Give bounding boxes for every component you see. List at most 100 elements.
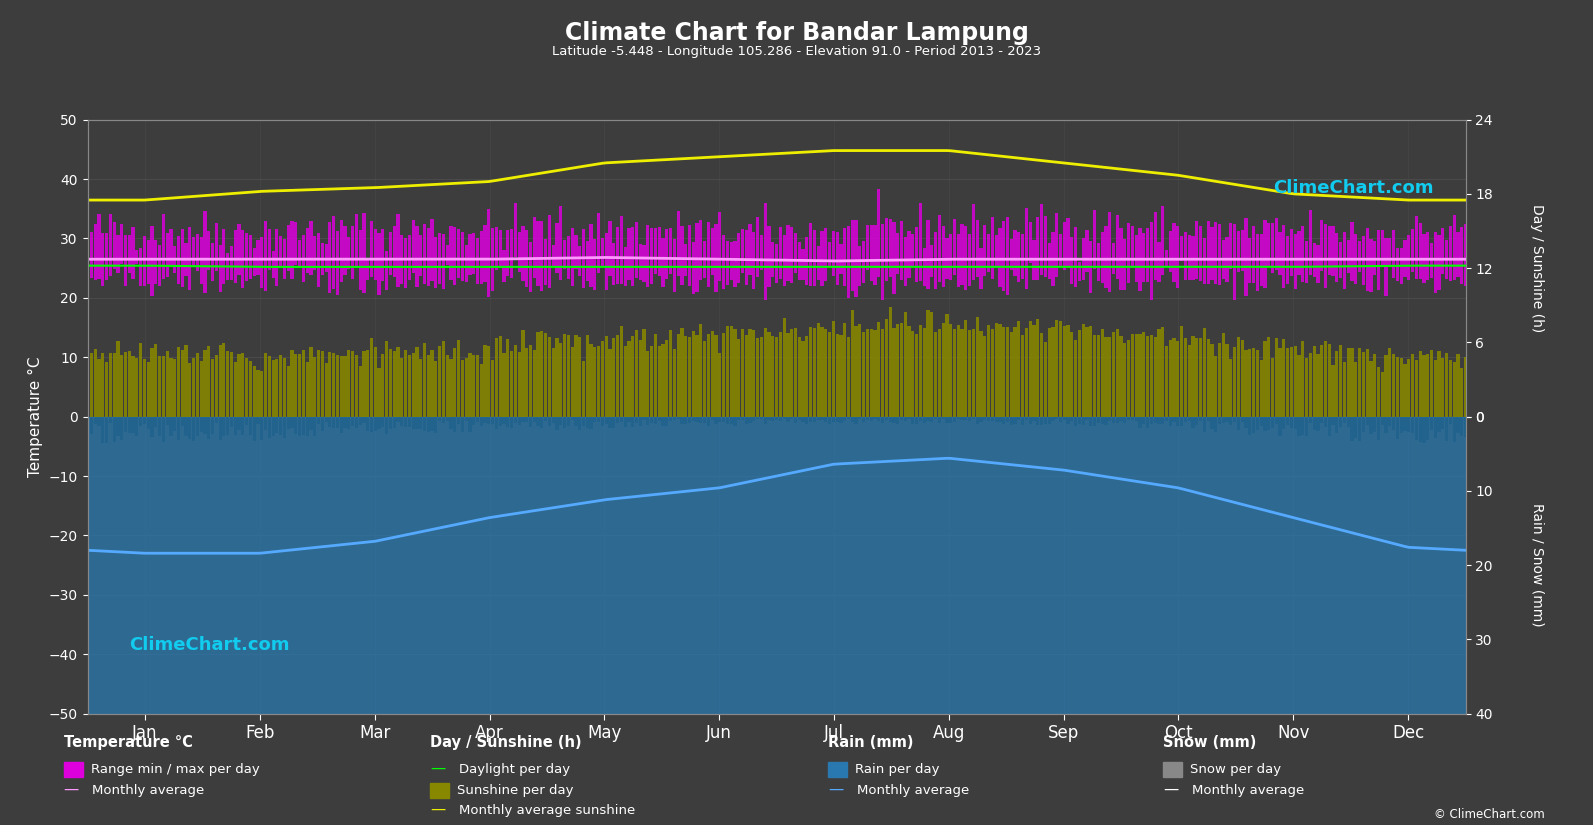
Bar <box>147 417 150 429</box>
Bar <box>1263 417 1266 431</box>
Bar <box>284 239 287 279</box>
Bar <box>1316 417 1319 431</box>
Bar <box>889 219 892 277</box>
Bar <box>559 206 562 280</box>
Bar <box>760 235 763 271</box>
Bar <box>150 417 153 436</box>
Bar <box>661 345 664 417</box>
Bar <box>86 226 89 283</box>
Bar <box>578 417 581 430</box>
Bar <box>1161 328 1164 417</box>
Bar <box>1376 230 1380 290</box>
Bar <box>162 214 166 279</box>
Bar <box>949 417 953 423</box>
Bar <box>1340 345 1343 417</box>
Bar <box>218 417 221 440</box>
Bar <box>1161 206 1164 275</box>
Bar <box>1055 320 1058 417</box>
Bar <box>817 323 820 417</box>
Bar <box>1010 332 1013 417</box>
Bar <box>1120 228 1123 290</box>
Bar <box>374 229 378 280</box>
Bar <box>1176 227 1179 288</box>
Bar <box>1260 417 1263 426</box>
Bar <box>1214 417 1217 432</box>
Bar <box>757 337 760 417</box>
Bar <box>1313 243 1316 276</box>
Bar <box>1309 417 1313 422</box>
Bar <box>873 417 876 419</box>
Bar <box>1035 417 1039 425</box>
Bar <box>1370 361 1373 417</box>
Bar <box>900 221 903 280</box>
Bar <box>1176 417 1179 426</box>
Text: Day / Sunshine (h): Day / Sunshine (h) <box>1531 204 1544 332</box>
Bar <box>1120 336 1123 417</box>
Bar <box>113 353 116 417</box>
Bar <box>867 225 870 271</box>
Bar <box>1373 417 1376 432</box>
Bar <box>1255 350 1258 417</box>
Text: Snow per day: Snow per day <box>1190 763 1281 776</box>
Bar <box>1164 417 1168 421</box>
Bar <box>1074 228 1077 287</box>
Bar <box>507 230 510 276</box>
Bar <box>779 332 782 417</box>
Bar <box>435 237 438 288</box>
Text: Climate Chart for Bandar Lampung: Climate Chart for Bandar Lampung <box>564 21 1029 45</box>
Bar <box>491 361 494 417</box>
Bar <box>358 365 362 417</box>
Bar <box>540 331 543 417</box>
Bar <box>226 252 229 280</box>
Bar <box>218 244 221 292</box>
Bar <box>1370 238 1373 292</box>
Bar <box>204 351 207 417</box>
Bar <box>100 233 105 285</box>
Bar <box>350 417 354 426</box>
Bar <box>113 417 116 442</box>
Bar <box>1040 332 1043 417</box>
Bar <box>325 363 328 417</box>
Bar <box>1005 217 1008 295</box>
Bar <box>911 331 914 417</box>
Bar <box>1010 417 1013 425</box>
Text: ClimeChart.com: ClimeChart.com <box>1273 179 1434 197</box>
Bar <box>314 417 317 436</box>
Bar <box>870 225 873 280</box>
Bar <box>155 417 158 427</box>
Bar <box>1043 417 1047 424</box>
Bar <box>400 235 403 284</box>
Bar <box>892 328 895 417</box>
Bar <box>988 417 991 421</box>
Bar <box>847 226 851 298</box>
Bar <box>193 238 196 266</box>
Bar <box>696 335 699 417</box>
Bar <box>1066 219 1069 268</box>
Bar <box>438 233 441 284</box>
Bar <box>787 333 790 417</box>
Bar <box>1230 417 1233 425</box>
Bar <box>859 417 862 419</box>
Bar <box>669 330 672 417</box>
Bar <box>1192 236 1195 280</box>
Bar <box>229 246 233 280</box>
Bar <box>1035 217 1039 280</box>
Bar <box>688 417 691 423</box>
Bar <box>301 234 304 282</box>
Bar <box>972 204 975 280</box>
Bar <box>1048 417 1051 424</box>
Bar <box>331 216 335 289</box>
Bar <box>983 417 986 421</box>
Bar <box>472 417 475 425</box>
Bar <box>1176 341 1179 417</box>
Bar <box>1150 335 1153 417</box>
Bar <box>124 417 127 432</box>
Bar <box>559 343 562 417</box>
Bar <box>707 333 710 417</box>
Bar <box>119 224 123 264</box>
Bar <box>1188 235 1192 280</box>
Bar <box>757 417 760 419</box>
Bar <box>381 417 384 427</box>
Bar <box>1024 417 1027 420</box>
Bar <box>135 250 139 264</box>
